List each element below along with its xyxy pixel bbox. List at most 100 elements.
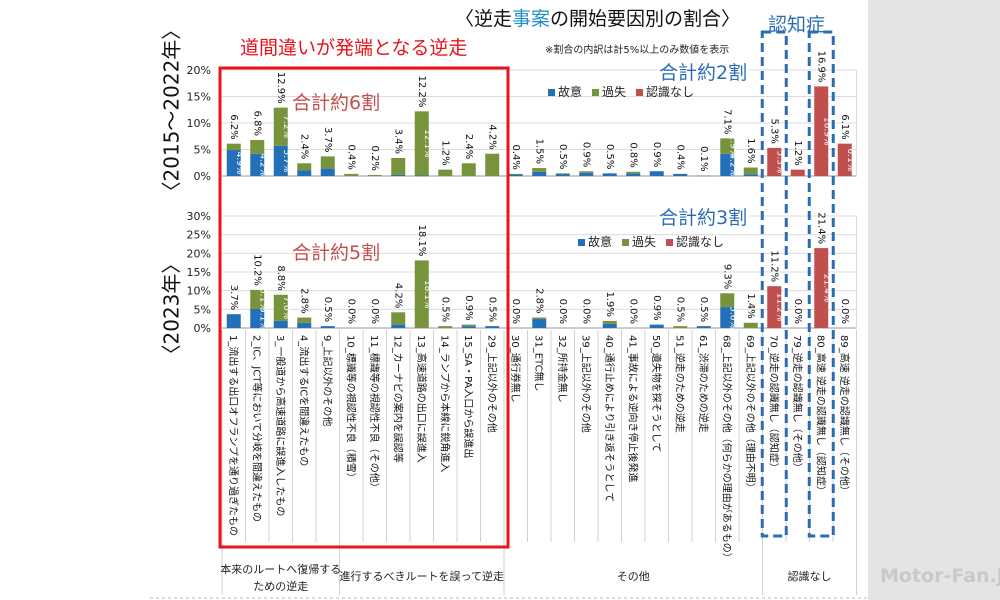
legend-item-intentional: 故意 — [578, 233, 612, 250]
y-tick-label: 10% — [187, 117, 211, 130]
category-label: 69_上記以外のその他（理由不明） — [744, 335, 757, 493]
total-label: 0.0% — [345, 299, 356, 324]
segment-label: 5.1% — [257, 288, 267, 311]
bar-segment — [532, 317, 547, 320]
total-label: 3.7% — [228, 285, 239, 310]
category-label: 70_逆走の認識無し（認知症） — [767, 335, 780, 473]
segment-label: 5.6% — [727, 306, 737, 329]
bar-segment — [250, 308, 265, 328]
total-label: 2.8% — [298, 288, 309, 313]
category-label: 40_通行止めにより引き返そうとして — [603, 335, 616, 502]
total-label: 21.4% — [815, 212, 826, 244]
total-label: 3.7% — [322, 127, 333, 152]
total-label: 1.5% — [533, 139, 544, 164]
group-label: 認識なし — [788, 569, 832, 583]
category-label: 41_事故による逆向き停止後発進 — [626, 335, 639, 482]
total-label: 0.0% — [369, 299, 380, 324]
bar-segment — [461, 324, 476, 327]
legend-item-intentional: 故意 — [548, 83, 582, 100]
category-label: 11_標識等の視認性不良（その他） — [368, 335, 381, 493]
bar-segment — [461, 326, 476, 328]
segment-label: 18.1% — [422, 280, 432, 309]
dementia-highlight-box — [760, 30, 788, 538]
legend-item-negligence: 過失 — [592, 83, 626, 100]
period-label-2023: 〈2023年〉 — [159, 253, 184, 365]
bar-segment — [720, 138, 735, 154]
group-label: 進行するべきルートを誤って逆走 — [340, 569, 504, 583]
bottom-blue-total: 合計約3割 — [657, 203, 750, 230]
bar-segment — [273, 320, 288, 328]
total-label: 4.2% — [392, 283, 403, 308]
segment-label: 2.9% — [727, 135, 737, 158]
bar-segment — [743, 322, 758, 328]
y-tick-label: 15% — [187, 91, 211, 104]
bar-segment — [391, 324, 406, 328]
category-label: 30_通行券無し — [509, 335, 522, 403]
segment-label: 21.4% — [821, 274, 831, 303]
total-label: 0.0% — [627, 299, 638, 324]
bar-segment — [814, 86, 829, 176]
total-label: 2.4% — [298, 134, 309, 159]
segment-label: 4.2% — [257, 153, 267, 176]
y-tick-label: 20% — [187, 247, 211, 260]
total-label: 6.1% — [839, 114, 850, 139]
y-tick-label: 0% — [194, 170, 211, 183]
bar-segment — [579, 171, 594, 173]
bar-segment — [673, 326, 688, 328]
bar-segment — [508, 174, 523, 176]
bar-segment — [250, 139, 265, 154]
segment-label: 4.2% — [727, 153, 737, 176]
legend-item-unaware: 認識なし — [666, 233, 724, 250]
category-label: 10_標識等の視認性不良（積雪） — [344, 335, 357, 483]
bar-segment — [485, 326, 500, 328]
bar-segment — [743, 174, 758, 176]
bar-segment — [438, 326, 453, 328]
bar-segment — [438, 169, 453, 176]
group-label: その他 — [617, 570, 650, 583]
bar-segment — [273, 294, 288, 321]
bar-segment — [320, 156, 335, 169]
total-label: 0.5% — [486, 297, 497, 322]
bar-segment — [297, 170, 312, 176]
bar-segment — [250, 153, 265, 176]
bar-segment — [767, 286, 782, 328]
category-label: 1_流出する出口オフランプを通り過ぎたもの — [227, 335, 240, 536]
bar-segment — [602, 320, 617, 324]
total-label: 0.9% — [463, 295, 474, 320]
bar-segment — [414, 111, 429, 176]
category-label: 31_ETC無し — [532, 335, 545, 392]
category-label: 14_ランプから本線に鋭角進入 — [438, 335, 451, 472]
segment-label: 5.3% — [774, 151, 784, 174]
bar-segment — [273, 145, 288, 176]
segment-label: 4.9% — [234, 152, 244, 175]
total-label: 1.6% — [745, 138, 756, 163]
bar-segment — [743, 167, 758, 175]
total-label: 0.5% — [322, 297, 333, 322]
bar-segment — [696, 175, 711, 177]
total-label: 0.0% — [510, 299, 521, 324]
bar-segment — [226, 150, 241, 176]
total-label: 0.5% — [557, 144, 568, 169]
period-label-2015-2022: 〈2015～2022年〉 — [159, 19, 184, 202]
bar-segment — [532, 319, 547, 328]
bar-segment — [814, 248, 829, 328]
total-label: 3.4% — [392, 129, 403, 154]
segment-label: 6.1% — [845, 148, 855, 171]
bar-segment — [837, 143, 852, 176]
bar-segment — [602, 323, 617, 328]
segment-label: 12.1% — [422, 129, 432, 158]
bar-segment — [226, 314, 241, 328]
bar-segment — [367, 174, 382, 176]
total-label: 0.5% — [674, 297, 685, 322]
category-label: 29_上記以外のその他 — [485, 335, 498, 433]
category-label: 50_遺失物を探そうとして — [650, 335, 663, 452]
misguided-highlight-box — [218, 66, 510, 549]
total-label: 5.3% — [768, 119, 779, 144]
bar-segment — [391, 157, 406, 175]
category-label: 39_上記以外のその他 — [579, 335, 592, 433]
category-label: 79_逆走の認識無し（その他） — [791, 335, 804, 473]
total-label: 0.4% — [674, 144, 685, 169]
y-tick-label: 25% — [187, 229, 211, 242]
legend-bottom: 故意 過失 認識なし — [578, 233, 724, 250]
